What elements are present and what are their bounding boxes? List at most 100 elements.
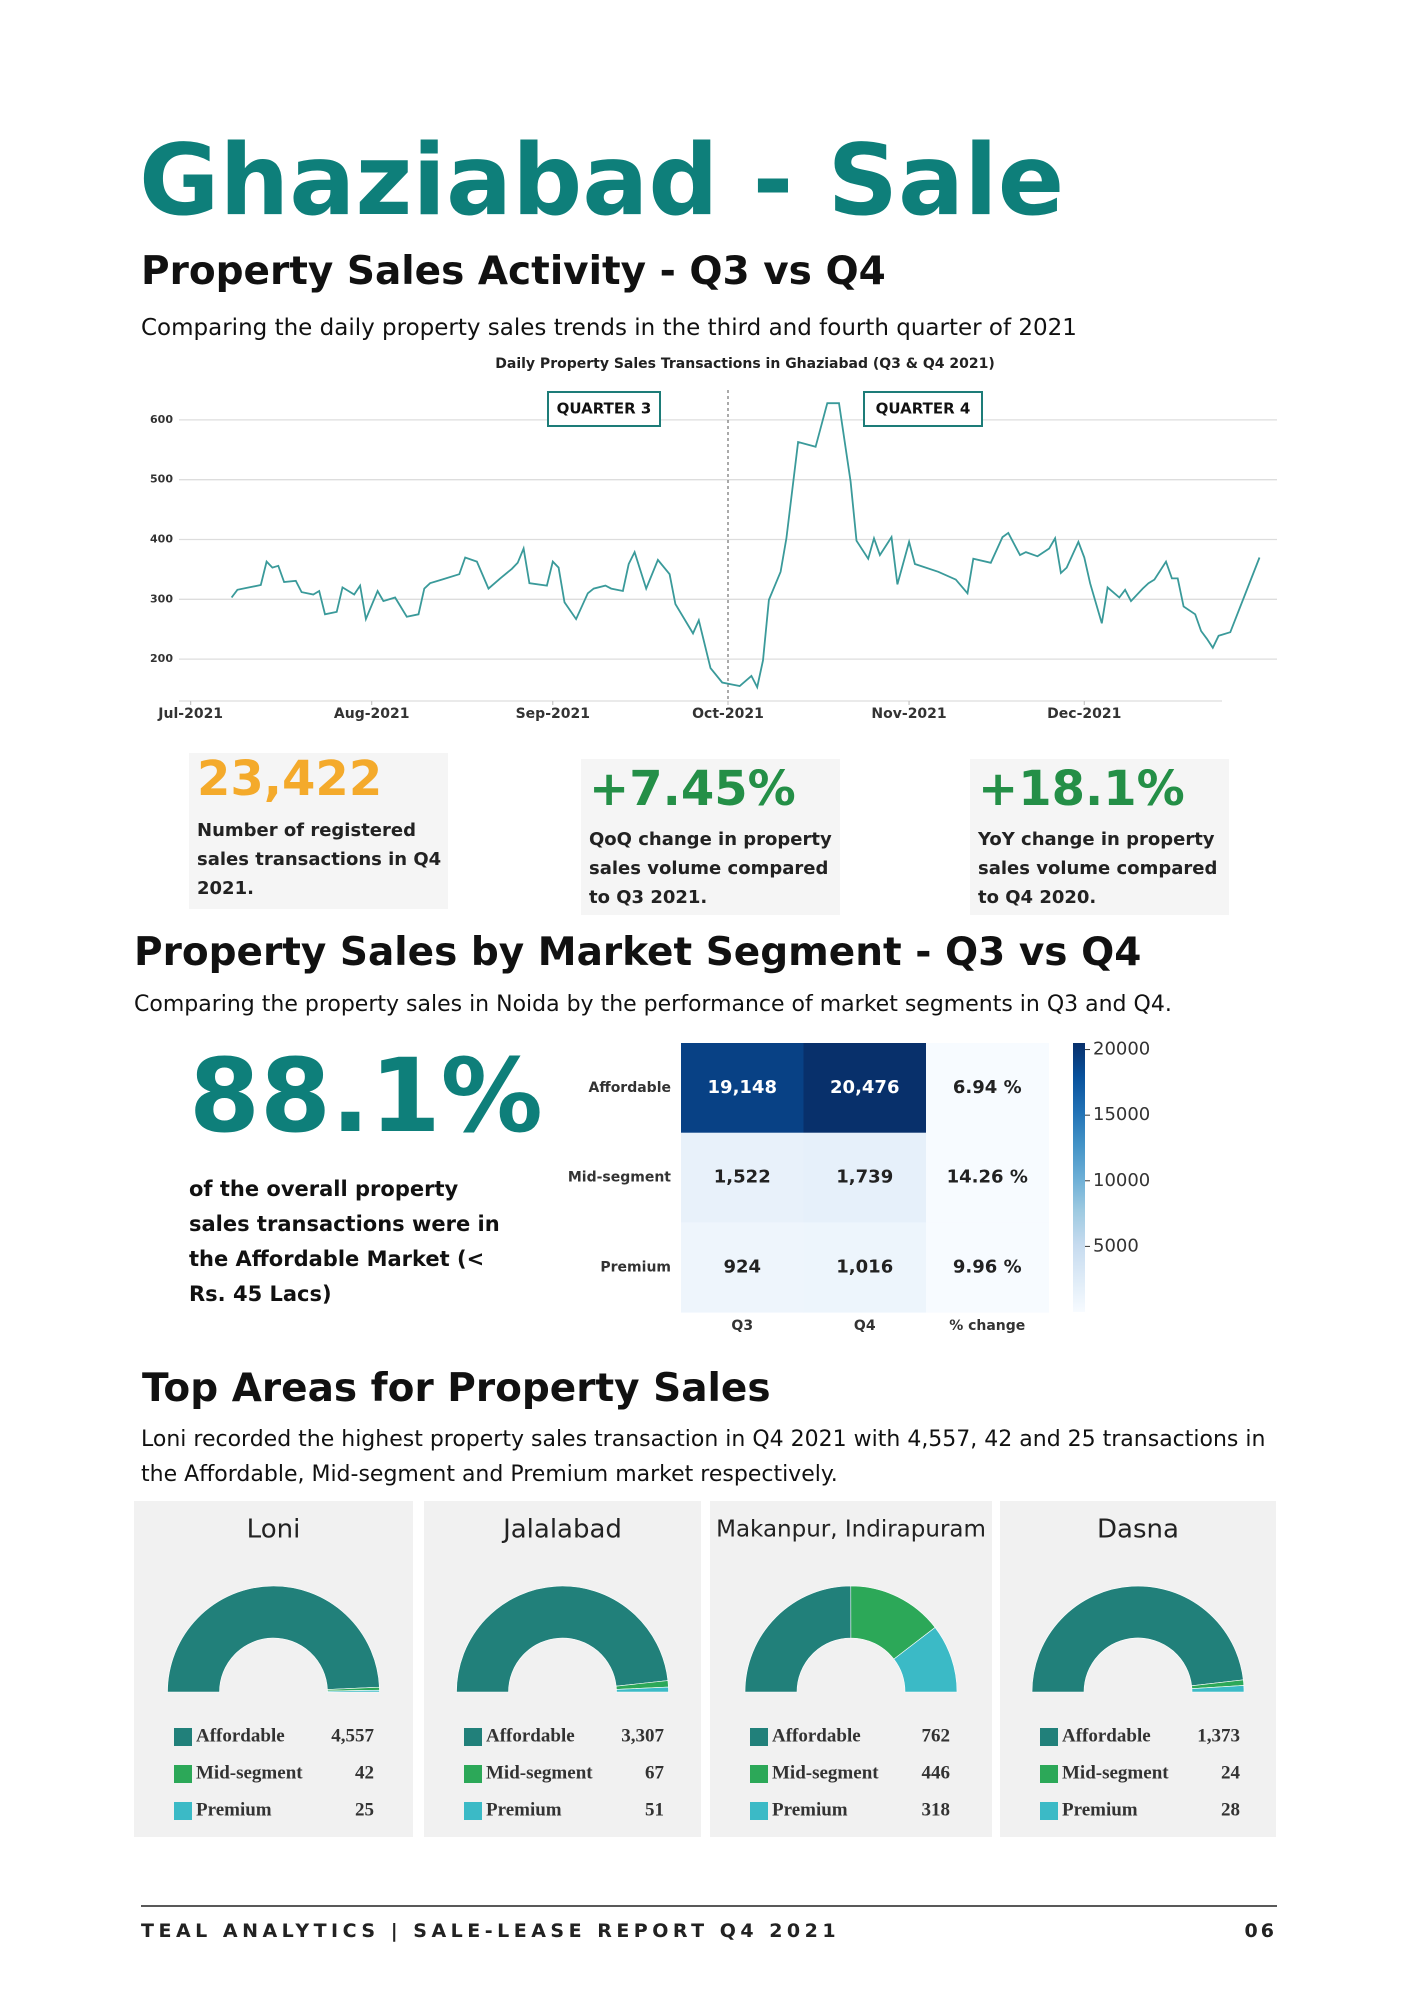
legend-label: Affordable xyxy=(486,1725,575,1746)
highlight-text: of the overall property sales transactio… xyxy=(189,1177,500,1306)
legend-swatch xyxy=(174,1728,192,1746)
y-tick-label: 200 xyxy=(150,652,173,665)
cell-label: 6.94 % xyxy=(953,1077,1022,1098)
legend-label: Premium xyxy=(772,1799,848,1820)
donut-segment xyxy=(893,1627,958,1693)
heatmap-cell xyxy=(926,1043,1049,1134)
stat-label: YoY change in property sales volume comp… xyxy=(978,829,1218,908)
colorbar-tick-label: 5000 xyxy=(1093,1235,1139,1256)
donut-segment xyxy=(616,1686,669,1693)
column-label: % change xyxy=(949,1318,1025,1334)
legend-value: 42 xyxy=(355,1762,374,1783)
section-heading: Top Areas for Property Sales xyxy=(142,1366,771,1411)
annotation: QUARTER 4 xyxy=(876,400,971,418)
column-label: Q3 xyxy=(731,1318,753,1334)
cell-label: 9.96 % xyxy=(953,1256,1022,1277)
x-tick-label: Nov-2021 xyxy=(871,706,946,722)
legend-swatch xyxy=(464,1765,482,1783)
panel-title: Jalalabad xyxy=(501,1515,622,1545)
colorbar-tick-label: 10000 xyxy=(1093,1170,1150,1191)
donut-segment xyxy=(744,1585,852,1693)
legend-swatch xyxy=(1040,1765,1058,1783)
cell-label: 1,739 xyxy=(836,1167,893,1188)
legend-swatch xyxy=(464,1728,482,1746)
section-text: Loni recorded the highest property sales… xyxy=(141,1427,1266,1487)
heatmap-cell xyxy=(681,1132,804,1223)
legend-value: 1,373 xyxy=(1197,1725,1240,1746)
cell-label: 14.26 % xyxy=(947,1167,1028,1188)
legend-label: Premium xyxy=(486,1799,562,1820)
footer-text: TEAL ANALYTICS | SALE-LEASE REPORT Q4 20… xyxy=(141,1920,841,1942)
panel-title: Dasna xyxy=(1097,1515,1179,1545)
legend-value: 51 xyxy=(645,1799,664,1820)
cell-label: 1,522 xyxy=(714,1167,771,1188)
x-tick-label: Aug-2021 xyxy=(334,706,410,722)
chart-title: Daily Property Sales Transactions in Gha… xyxy=(495,356,994,372)
highlight-value: 88.1% xyxy=(189,1037,543,1156)
line-series xyxy=(230,402,1261,690)
heatmap-cell xyxy=(681,1222,804,1313)
stat-value: +18.1% xyxy=(978,761,1185,817)
page-title: Ghaziabad - Sale xyxy=(139,124,1065,238)
section-subheading: Comparing the daily property sales trend… xyxy=(141,315,1077,341)
legend-swatch xyxy=(174,1802,192,1820)
row-label: Affordable xyxy=(589,1080,671,1096)
stat-label: Number of registered sales transactions … xyxy=(197,820,442,899)
stat-value: +7.45% xyxy=(589,761,796,817)
heatmap-cell xyxy=(926,1222,1049,1313)
stat-card: 23,422 Number of registered sales transa… xyxy=(189,751,448,909)
cell-label: 924 xyxy=(723,1256,761,1277)
x-tick-label: Jul-2021 xyxy=(157,706,223,722)
legend-label: Mid-segment xyxy=(196,1762,303,1783)
heatmap-cell xyxy=(803,1222,927,1313)
y-tick-label: 300 xyxy=(150,592,173,605)
donut-segment xyxy=(327,1689,380,1693)
stat-card: +18.1% YoY change in property sales volu… xyxy=(970,759,1229,915)
legend-swatch xyxy=(464,1802,482,1820)
legend-value: 4,557 xyxy=(331,1725,374,1746)
colorbar xyxy=(1073,1043,1085,1312)
stat-value: 23,422 xyxy=(197,751,383,807)
donut-segment xyxy=(1031,1585,1244,1693)
stat-card: +7.45% QoQ change in property sales volu… xyxy=(581,759,840,915)
colorbar-tick-label: 15000 xyxy=(1093,1104,1150,1125)
x-tick-label: Sep-2021 xyxy=(516,706,590,722)
annotation-box xyxy=(547,391,661,427)
heatmap-cell xyxy=(803,1043,927,1134)
colorbar-tick-label: 20000 xyxy=(1093,1039,1150,1060)
y-tick-label: 500 xyxy=(150,473,173,486)
legend-value: 67 xyxy=(645,1762,665,1783)
legend-value: 762 xyxy=(922,1725,951,1746)
page-number: 06 xyxy=(1244,1920,1277,1942)
annotation-box xyxy=(863,391,983,427)
legend-value: 28 xyxy=(1221,1799,1240,1820)
section-heading: Property Sales by Market Segment - Q3 vs… xyxy=(134,930,1142,975)
section-heading: Property Sales Activity - Q3 vs Q4 xyxy=(141,249,886,294)
legend-label: Affordable xyxy=(196,1725,285,1746)
legend-label: Mid-segment xyxy=(486,1762,593,1783)
legend-value: 25 xyxy=(355,1799,374,1820)
y-tick-label: 400 xyxy=(150,533,173,546)
legend-value: 446 xyxy=(922,1762,951,1783)
panel-title: Loni xyxy=(247,1515,301,1545)
legend-value: 318 xyxy=(922,1799,951,1820)
heatmap-cell xyxy=(681,1043,804,1134)
x-tick-label: Oct-2021 xyxy=(692,706,764,722)
legend-label: Affordable xyxy=(1062,1725,1151,1746)
column-label: Q4 xyxy=(854,1318,876,1334)
legend-label: Mid-segment xyxy=(772,1762,879,1783)
legend-swatch xyxy=(750,1802,768,1820)
cell-label: 20,476 xyxy=(830,1077,899,1098)
legend-swatch xyxy=(750,1728,768,1746)
legend-swatch xyxy=(1040,1802,1058,1820)
heatmap-cell xyxy=(926,1132,1049,1223)
donut-segment xyxy=(456,1585,669,1693)
section-subheading: Comparing the property sales in Noida by… xyxy=(134,992,1172,1017)
donut-segment xyxy=(167,1585,380,1693)
panel-title: Makanpur, Indirapuram xyxy=(716,1517,986,1543)
cell-label: 1,016 xyxy=(836,1256,893,1277)
x-tick-label: Dec-2021 xyxy=(1047,706,1121,722)
legend-label: Affordable xyxy=(772,1725,861,1746)
legend-value: 24 xyxy=(1221,1762,1241,1783)
